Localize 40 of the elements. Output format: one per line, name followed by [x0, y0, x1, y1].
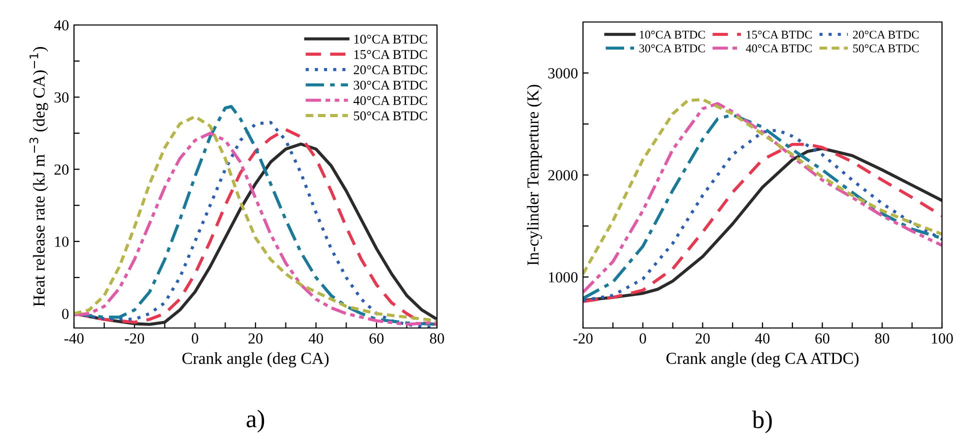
x-axis-title: Crank angle (deg CA): [182, 352, 329, 368]
x-tick-label: 0: [640, 333, 646, 344]
x-axis-title: Crank angle (deg CA ATDC): [666, 352, 859, 368]
x-tick-label: 40: [755, 333, 770, 344]
x-tick-label: 0: [192, 333, 198, 344]
x-tick-label: 20: [248, 333, 263, 344]
legend-label: 50°CA BTDC: [853, 44, 919, 52]
legend-label: 50°CA BTDC: [354, 111, 428, 120]
x-tick-label: 60: [815, 333, 830, 344]
y-axis-title: In-cylinder Temperture (K): [526, 84, 542, 266]
x-tick-label: -40: [64, 333, 84, 344]
legend-label: 30°CA BTDC: [354, 80, 428, 90]
legend-label: 15°CA BTDC: [354, 50, 428, 59]
y-tick-label: 10: [55, 236, 69, 247]
y-tick-label: 0: [62, 308, 69, 320]
legend-label: 15°CA BTDC: [746, 30, 812, 39]
y-tick-label: 20: [54, 164, 69, 175]
legend-label: 10°CA BTDC: [354, 34, 428, 44]
y-tick-label: 40: [54, 20, 69, 30]
text: b): [752, 410, 772, 434]
legend-label: 40°CA BTDC: [746, 44, 812, 52]
x-tick-label: -20: [124, 333, 144, 344]
legend-label: 30°CA BTDC: [639, 44, 705, 52]
y-tick-label: 1000: [548, 272, 578, 282]
x-tick-label: -20: [573, 333, 593, 344]
legend-label: 20°CA BTDC: [354, 65, 428, 74]
x-tick-label: 20: [696, 333, 710, 344]
legend-label: 10°CA BTDC: [640, 30, 705, 39]
y-tick-label: 2000: [548, 170, 578, 180]
text: a): [246, 410, 264, 432]
x-tick-label: 40: [308, 333, 324, 344]
legend-label: 40°CA BTDC: [353, 96, 428, 105]
legend-label: 20°CA BTDC: [853, 30, 919, 39]
x-tick-label: 80: [875, 333, 890, 344]
x-tick-label: 100: [932, 333, 953, 344]
x-tick-label: 60: [370, 333, 384, 344]
y-axis-title: Heat release rate (kJ m$^{−3}$ (deg CA)$^{−1}$): [29, 47, 48, 306]
y-tick-label: 30: [54, 92, 69, 103]
x-tick-label: 80: [430, 333, 444, 344]
y-tick-label: 3000: [548, 68, 578, 78]
